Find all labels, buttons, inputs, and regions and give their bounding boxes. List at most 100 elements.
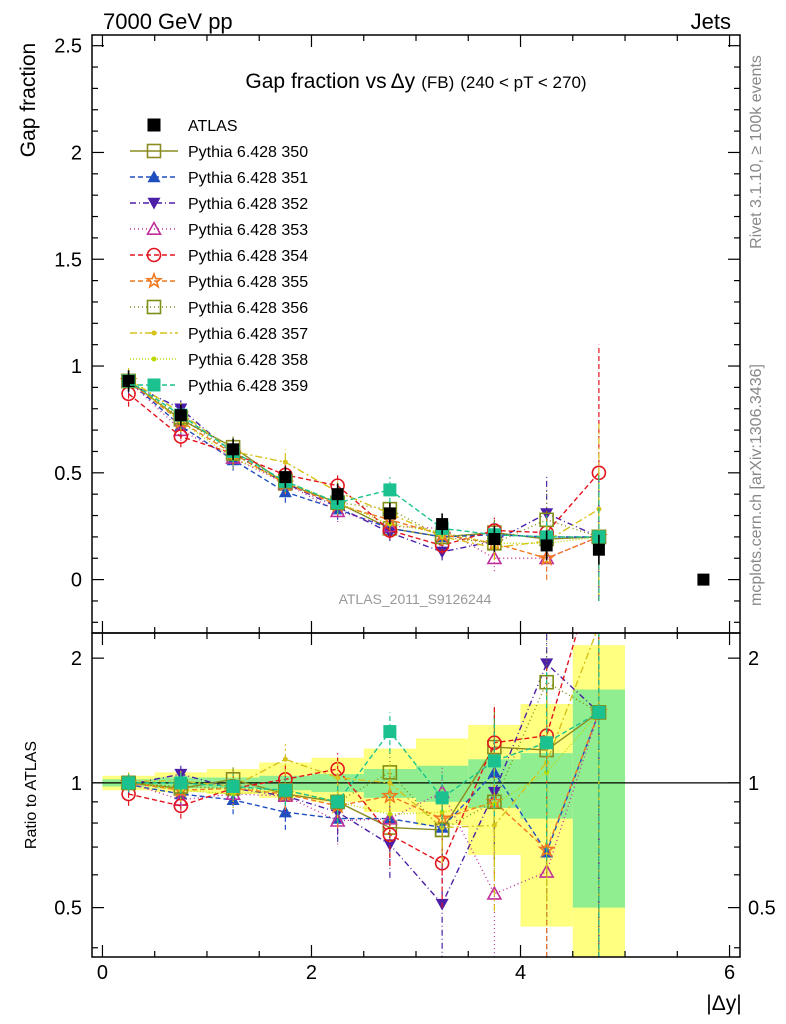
series-pythia-6428-353 <box>120 370 607 601</box>
y-tick-label: 1.5 <box>54 249 82 271</box>
legend-marker <box>144 271 164 289</box>
legend-marker <box>146 299 162 315</box>
legend-marker <box>147 170 161 183</box>
mcplots-source-label: mcplots.cern.ch [arXiv:1306.3436] <box>748 364 765 606</box>
data-point <box>282 756 288 762</box>
data-point <box>540 658 554 671</box>
legend-marker <box>151 330 157 336</box>
series-line <box>128 378 600 549</box>
legend-entry: Pythia 6.428 358 <box>130 352 308 369</box>
legend-entry: Pythia 6.428 353 <box>130 220 308 239</box>
legend-label: Pythia 6.428 357 <box>188 326 308 343</box>
ratio-plot: 0.5 0.5 1 1 2 2 0 2 4 6 <box>54 632 776 984</box>
legend-entry: Pythia 6.428 352 <box>130 196 308 213</box>
x-tick-label: 0 <box>97 962 108 984</box>
y-tick-label: 2 <box>71 648 82 670</box>
series-line <box>128 681 600 831</box>
legend-label: ATLAS <box>188 118 238 135</box>
data-point <box>592 543 605 556</box>
data-point <box>227 443 240 456</box>
legend-entry: Pythia 6.428 355 <box>130 271 308 291</box>
data-point <box>383 725 397 739</box>
x-tick-label: 6 <box>724 962 735 984</box>
series-pythia-6428-350 <box>121 370 607 601</box>
legend-entry: ATLAS <box>147 118 238 135</box>
data-point <box>486 550 503 565</box>
series-line <box>128 662 600 906</box>
data-point <box>279 471 292 484</box>
legend-label: Pythia 6.428 353 <box>188 222 308 239</box>
legend-entry: Pythia 6.428 357 <box>130 326 308 343</box>
series-line <box>128 380 600 559</box>
data-point <box>592 705 606 719</box>
data-point <box>697 573 710 586</box>
data-point <box>282 459 288 465</box>
data-point <box>487 754 501 768</box>
legend-marker <box>147 378 161 392</box>
series-line <box>128 633 578 865</box>
series-pythia-6428-356 <box>121 370 607 601</box>
series-pythia-6428-351 <box>122 370 606 601</box>
data-point <box>540 539 553 552</box>
y-tick-label: 0.5 <box>54 463 82 485</box>
main-y-axis-label: Gap fraction <box>17 43 40 157</box>
data-point <box>122 776 136 790</box>
x-axis-label: |Δy| <box>706 992 741 1015</box>
legend-entry: Pythia 6.428 351 <box>130 170 308 187</box>
series-line <box>128 711 600 803</box>
series-line <box>128 633 597 829</box>
plot-title: Gap fraction vs Δy (FB) (240 < pT < 270) <box>245 70 586 93</box>
legend-label: Pythia 6.428 351 <box>188 170 308 187</box>
main-plot: 0 0.5 1 1.5 2 2.5 <box>54 34 741 634</box>
series-pythia-6428-358 <box>126 368 602 601</box>
header-process: Jets <box>691 9 731 34</box>
legend-label: Pythia 6.428 359 <box>188 378 308 395</box>
rivet-version-label: Rivet 3.1.10, ≥ 100k events <box>748 55 765 249</box>
y-tick-label-right: 2 <box>748 648 759 670</box>
legend-label: Pythia 6.428 355 <box>188 274 308 291</box>
legend-entry: Pythia 6.428 350 <box>130 143 308 161</box>
legend-marker <box>151 356 157 362</box>
series-line <box>128 712 600 854</box>
analysis-watermark: ATLAS_2011_S9126244 <box>339 591 492 607</box>
series-pythia-6428-355 <box>119 370 608 601</box>
legend-marker <box>146 143 162 159</box>
data-point <box>278 783 292 797</box>
data-point <box>331 795 345 809</box>
series-line <box>128 380 599 540</box>
data-point <box>435 791 449 805</box>
y-tick-label: 0.5 <box>54 898 82 920</box>
series-pythia-6428-359 <box>122 370 606 601</box>
legend-label: Pythia 6.428 352 <box>188 196 308 213</box>
y-tick-label: 0 <box>71 570 82 592</box>
ratio-y-axis-label: Ratio to ATLAS <box>23 741 40 849</box>
data-point <box>387 780 393 786</box>
data-point <box>335 775 341 781</box>
legend-label: Pythia 6.428 356 <box>188 300 308 317</box>
legend-label: Pythia 6.428 350 <box>188 144 308 161</box>
legend-entry: Pythia 6.428 354 <box>130 247 308 265</box>
data-point <box>383 507 396 520</box>
series-line <box>128 393 600 547</box>
data-point <box>488 533 501 546</box>
series-pythia-6428-352 <box>122 372 606 601</box>
series-line <box>128 380 600 545</box>
legend-marker <box>147 197 161 210</box>
y-tick-label-right: 0.5 <box>748 898 776 920</box>
header-energy: 7000 GeV pp <box>103 9 233 34</box>
data-point <box>226 780 240 794</box>
series-line <box>128 378 599 544</box>
legend-marker <box>147 118 161 132</box>
y-tick-label-right: 1 <box>748 773 759 795</box>
data-point <box>174 776 188 790</box>
legend-marker <box>146 247 162 263</box>
legend-label: Pythia 6.428 358 <box>188 352 308 369</box>
legend-label: Pythia 6.428 354 <box>188 248 308 265</box>
y-tick-label: 2 <box>71 142 82 164</box>
data-point <box>486 885 503 900</box>
x-tick-label: 4 <box>515 962 526 984</box>
data-point <box>439 809 445 815</box>
y-tick-label: 1 <box>71 773 82 795</box>
data-point <box>174 409 187 422</box>
